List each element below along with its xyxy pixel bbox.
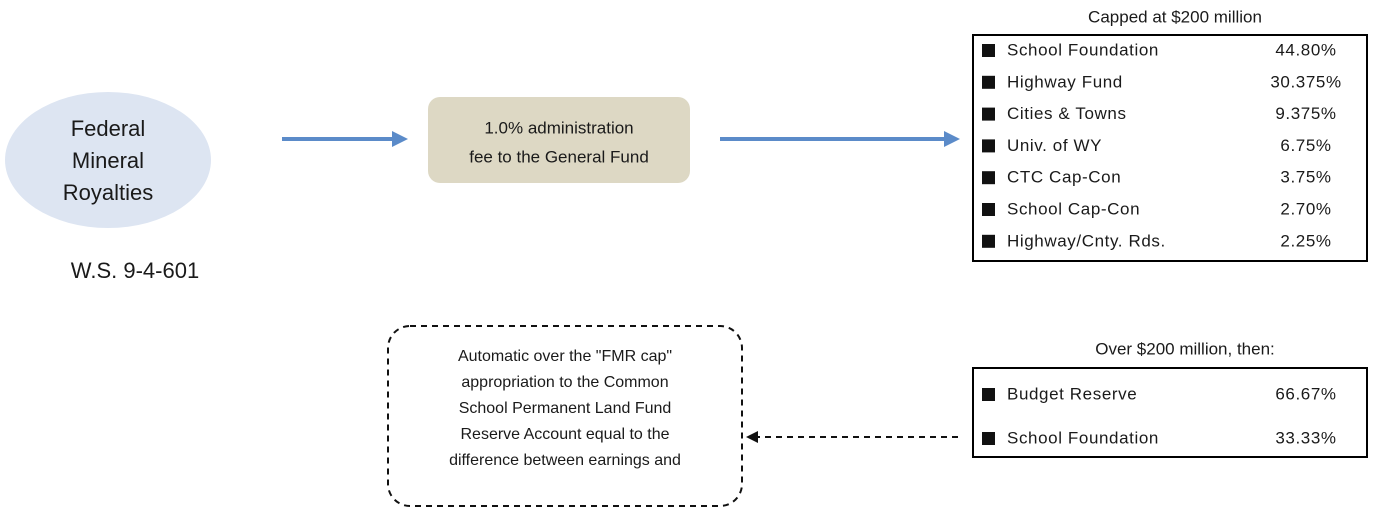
row-percent: 6.75% (1280, 136, 1331, 155)
source-label: Mineral (72, 148, 144, 173)
row-name: Highway/Cnty. Rds. (1007, 231, 1166, 250)
row-name: Budget Reserve (1007, 384, 1137, 403)
fee-label: fee to the General Fund (469, 147, 649, 166)
over-title: Over $200 million, then: (1095, 339, 1275, 358)
bullet (982, 203, 995, 216)
automatic-line: Reserve Account equal to the (460, 426, 669, 443)
automatic-line: difference between earnings and (449, 452, 681, 469)
row-percent: 66.67% (1275, 384, 1336, 403)
automatic-box (387, 325, 743, 507)
capped-title: Capped at $200 million (1088, 7, 1262, 26)
row-percent: 44.80% (1275, 40, 1336, 59)
fee-box (428, 97, 690, 183)
bullet (982, 139, 995, 153)
row-name: CTC Cap-Con (1007, 168, 1121, 187)
row-name: School Foundation (1007, 428, 1159, 447)
row-percent: 2.25% (1280, 231, 1331, 250)
row-percent: 3.75% (1280, 168, 1331, 187)
bullet (982, 107, 995, 121)
row-percent: 2.70% (1280, 199, 1331, 218)
row-name: School Foundation (1007, 40, 1159, 59)
over-table (972, 367, 1368, 458)
bullet (982, 171, 995, 185)
bullet (982, 388, 995, 401)
row-percent: 9.375% (1275, 104, 1336, 123)
bullet (982, 432, 995, 445)
row-percent: 30.375% (1270, 72, 1341, 91)
row-name: School Cap-Con (1007, 199, 1140, 218)
row-name: Univ. of WY (1007, 136, 1102, 155)
fee-label: 1.0% administration (484, 118, 633, 137)
source-label: Royalties (63, 180, 153, 205)
capped-table (972, 34, 1368, 262)
bullet (982, 234, 995, 248)
bullet (982, 75, 995, 89)
row-name: Cities & Towns (1007, 104, 1127, 123)
source-ellipse (5, 92, 211, 228)
statute: W.S. 9-4-601 (71, 258, 199, 283)
source-label: Federal (71, 116, 146, 141)
automatic-line: appropriation to the Common (461, 374, 668, 391)
row-percent: 33.33% (1275, 428, 1336, 447)
automatic-line: School Permanent Land Fund (459, 400, 672, 417)
bullet (982, 44, 995, 57)
row-name: Highway Fund (1007, 72, 1123, 91)
automatic-line: Automatic over the "FMR cap" (458, 348, 672, 365)
